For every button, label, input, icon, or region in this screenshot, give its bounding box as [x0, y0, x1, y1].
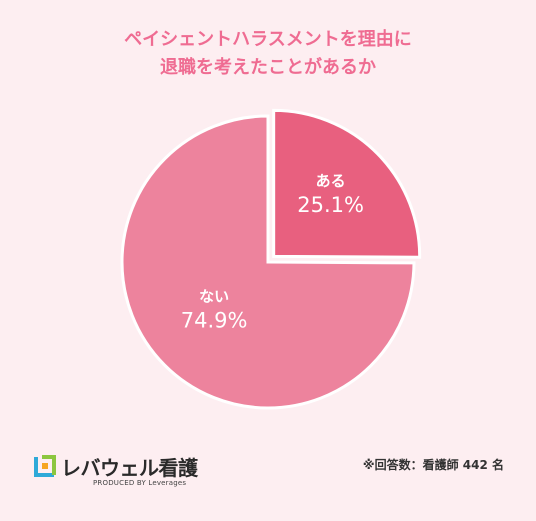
chart-title: ペイシェントハラスメントを理由に 退職を考えたことがあるか [0, 26, 536, 82]
brand-logo: レバウェル看護 PRODUCED BY Leverages [33, 452, 203, 496]
brand-tagline: PRODUCED BY Leverages [93, 479, 187, 487]
pie-slice-1 [272, 108, 422, 259]
respondent-note: ※回答数：看護師 442 名 [362, 458, 504, 472]
brand-name: レバウェル看護 [61, 456, 198, 480]
pie-slice-2 [120, 114, 416, 410]
chart-title-line-2: 退職を考えたことがあるか [160, 57, 376, 78]
slice-value-label: 74.9% [181, 309, 248, 333]
slice-category-label: ある [316, 172, 346, 190]
slice-category-label: ない [199, 288, 229, 306]
slice-value-label: 25.1% [297, 193, 364, 217]
brand-mark-icon [34, 455, 56, 477]
chart-title-line-1: ペイシェントハラスメントを理由に [124, 29, 412, 50]
